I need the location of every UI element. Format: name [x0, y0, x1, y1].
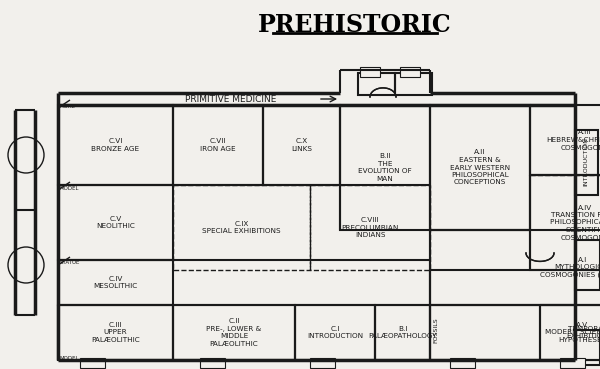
Bar: [173, 305, 295, 360]
Bar: [263, 105, 340, 185]
Bar: [173, 185, 310, 270]
Text: C.IX
SPECIAL EXHIBITIONS: C.IX SPECIAL EXHIBITIONS: [202, 221, 281, 234]
Bar: [58, 185, 173, 260]
Text: C.IV
MESOLITHIC: C.IV MESOLITHIC: [94, 276, 137, 289]
Text: A.II
EASTERN &
EARLY WESTERN
PHILOSOPHICAL
CONCEPTIONS: A.II EASTERN & EARLY WESTERN PHILOSOPHIC…: [450, 149, 510, 186]
Text: C.V
NEOLITHIC: C.V NEOLITHIC: [96, 216, 135, 229]
Bar: [430, 305, 600, 360]
Text: B.II
THE
EVOLUTION OF
MAN: B.II THE EVOLUTION OF MAN: [358, 153, 412, 182]
Text: A.III
HEBREW&CHRISTIAN
COSMOGONY: A.III HEBREW&CHRISTIAN COSMOGONY: [547, 130, 600, 151]
Text: A.I
MYTHOLOGICAL
COSMOGONIES (contd.): A.I MYTHOLOGICAL COSMOGONIES (contd.): [539, 257, 600, 278]
Bar: [400, 67, 420, 77]
Text: C.VI
BRONZE AGE: C.VI BRONZE AGE: [91, 138, 140, 152]
Bar: [375, 305, 430, 360]
Bar: [540, 305, 600, 360]
Bar: [173, 105, 263, 185]
Bar: [360, 67, 380, 77]
Text: C.VIII
PRECOLUMBIAN
INDIANS: C.VIII PRECOLUMBIAN INDIANS: [341, 217, 398, 238]
Text: C.I
INTRODUCTION: C.I INTRODUCTION: [307, 326, 363, 339]
Bar: [430, 105, 530, 230]
Text: FOSSILS: FOSSILS: [433, 317, 438, 343]
Bar: [58, 260, 173, 305]
Text: C.X
LINKS: C.X LINKS: [291, 138, 312, 152]
Bar: [200, 358, 225, 368]
Bar: [530, 175, 600, 270]
Bar: [450, 358, 475, 368]
Text: MODEL: MODEL: [60, 186, 79, 190]
Bar: [58, 105, 173, 185]
Text: PRIMITIVE MEDICINE: PRIMITIVE MEDICINE: [185, 94, 277, 103]
Bar: [310, 358, 335, 368]
Bar: [295, 305, 375, 360]
Text: A.V
MODERN SCIENTIFIC
HYPOTHESES: A.V MODERN SCIENTIFIC HYPOTHESES: [545, 322, 600, 343]
Bar: [58, 305, 173, 360]
Bar: [575, 240, 600, 290]
Bar: [575, 330, 600, 365]
Bar: [310, 185, 430, 270]
Bar: [80, 358, 105, 368]
Bar: [530, 105, 600, 175]
Text: C.VII
IRON AGE: C.VII IRON AGE: [200, 138, 236, 152]
Bar: [358, 73, 395, 95]
Bar: [575, 130, 598, 195]
Bar: [560, 358, 585, 368]
Bar: [340, 105, 430, 230]
Text: MODEL: MODEL: [60, 355, 79, 361]
Text: C.II
PRE-, LOWER &
MIDDLE
PALÆOLITHIC: C.II PRE-, LOWER & MIDDLE PALÆOLITHIC: [206, 318, 262, 347]
Text: TEMPORARY
EXHIBITIONS: TEMPORARY EXHIBITIONS: [566, 326, 600, 339]
Text: MORE: MORE: [60, 103, 76, 108]
Bar: [395, 73, 432, 95]
Text: STATUE: STATUE: [60, 261, 80, 266]
Text: C.III
UPPER
PALÆOLITHIC: C.III UPPER PALÆOLITHIC: [91, 322, 140, 343]
Text: PREHISTORIC: PREHISTORIC: [258, 13, 452, 37]
Text: B.I
PALÆOPATHOLOGY: B.I PALÆOPATHOLOGY: [368, 326, 437, 339]
Text: A.IV
TRANSITION FROM
PHILOSOPHICAL TO
SCIENTIFIC
COSMOGONY: A.IV TRANSITION FROM PHILOSOPHICAL TO SC…: [550, 204, 600, 241]
Bar: [430, 230, 600, 305]
Text: INTRODUCTION: INTRODUCTION: [583, 138, 589, 186]
